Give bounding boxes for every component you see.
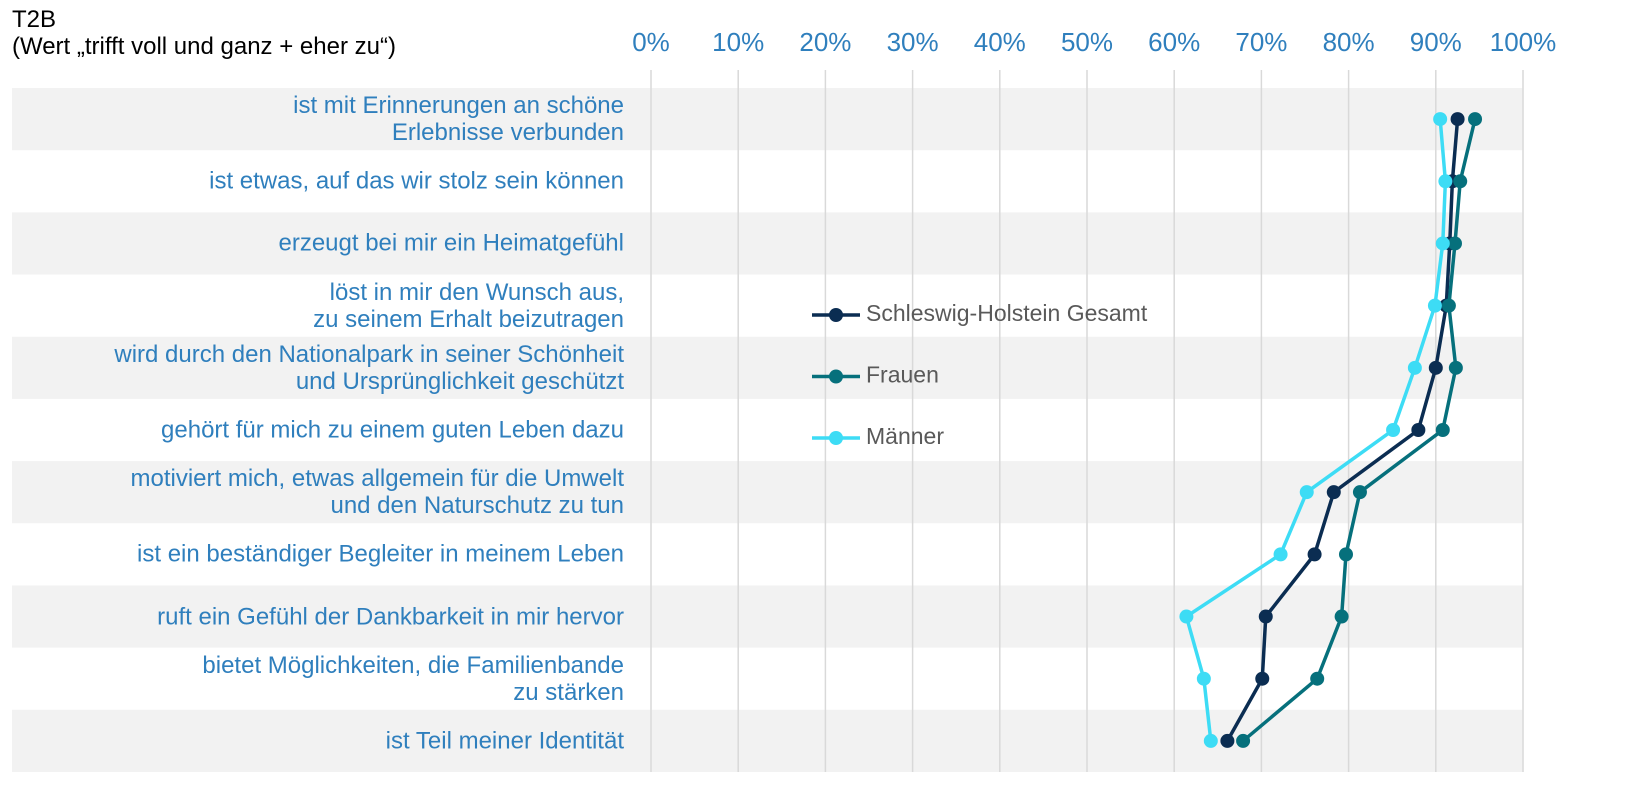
y-tick-label: löst in mir den Wunsch aus, zu seinem Er… xyxy=(313,278,624,333)
data-point xyxy=(1310,671,1325,686)
x-tick-label: 50% xyxy=(1061,27,1113,57)
y-tick-label: ist ein beständiger Begleiter in meinem … xyxy=(137,540,624,568)
data-point xyxy=(1441,298,1456,313)
data-point xyxy=(1255,671,1270,686)
data-point xyxy=(1273,547,1288,562)
data-point xyxy=(1433,112,1448,127)
data-point xyxy=(1453,174,1468,189)
data-point xyxy=(1407,360,1422,375)
row-band xyxy=(12,461,1523,524)
y-tick-label: ist etwas, auf das wir stolz sein können xyxy=(209,167,624,195)
row-band xyxy=(12,336,1523,399)
x-tick-label: 40% xyxy=(974,27,1026,57)
chart-title: T2B xyxy=(12,6,57,33)
x-tick-label: 0% xyxy=(632,27,670,57)
row-band xyxy=(12,88,1523,151)
data-point xyxy=(1179,609,1194,624)
data-point xyxy=(1435,423,1450,437)
y-tick-label: ist mit Erinnerungen an schöne Erlebniss… xyxy=(293,92,624,147)
data-point xyxy=(1447,236,1462,251)
data-point xyxy=(1299,485,1314,500)
chart-subtitle: (Wert „trifft voll und ganz + eher zu“) xyxy=(12,33,396,60)
legend-marker xyxy=(829,369,843,384)
x-tick-label: 30% xyxy=(887,27,939,57)
data-point xyxy=(1196,671,1211,686)
data-point xyxy=(1448,360,1463,375)
x-tick-label: 90% xyxy=(1410,27,1462,57)
data-point xyxy=(1352,485,1367,500)
data-point xyxy=(1338,547,1353,562)
x-tick-label: 20% xyxy=(799,27,851,57)
y-tick-label: motiviert mich, etwas allgemein für die … xyxy=(130,465,625,520)
legend-marker xyxy=(829,431,843,445)
x-tick-label: 100% xyxy=(1490,27,1557,57)
data-point xyxy=(1468,112,1483,127)
y-tick-label: bietet Möglichkeiten, die Familienbande … xyxy=(202,651,624,706)
y-tick-label: ist Teil meiner Identität xyxy=(385,727,624,755)
y-tick-label: erzeugt bei mir ein Heimatgefühl xyxy=(278,229,624,257)
data-point xyxy=(1427,298,1442,313)
data-point xyxy=(1450,112,1465,127)
x-tick-label: 10% xyxy=(712,27,764,57)
legend-marker xyxy=(829,308,843,322)
data-point xyxy=(1236,733,1251,748)
data-point xyxy=(1428,360,1443,375)
data-point xyxy=(1334,609,1349,624)
data-point xyxy=(1438,174,1453,189)
y-tick-label: wird durch den Nationalpark in seiner Sc… xyxy=(114,340,624,395)
x-tick-label: 80% xyxy=(1323,27,1375,57)
x-tick-label: 70% xyxy=(1235,27,1287,57)
y-tick-label: ruft ein Gefühl der Dankbarkeit in mir h… xyxy=(157,603,624,631)
row-band xyxy=(12,212,1523,275)
x-tick-label: 60% xyxy=(1148,27,1200,57)
data-point xyxy=(1326,485,1341,500)
data-point xyxy=(1220,733,1235,748)
data-point xyxy=(1258,609,1273,624)
data-point xyxy=(1307,547,1322,562)
legend-label: Schleswig-Holstein Gesamt xyxy=(866,300,1148,326)
legend-label: Männer xyxy=(866,423,944,449)
data-point xyxy=(1386,423,1401,437)
data-point xyxy=(1203,733,1218,748)
y-tick-label: gehört für mich zu einem guten Leben daz… xyxy=(161,416,624,444)
data-point xyxy=(1435,236,1450,251)
legend-label: Frauen xyxy=(866,362,939,388)
row-band xyxy=(12,709,1523,772)
data-point xyxy=(1411,423,1426,437)
